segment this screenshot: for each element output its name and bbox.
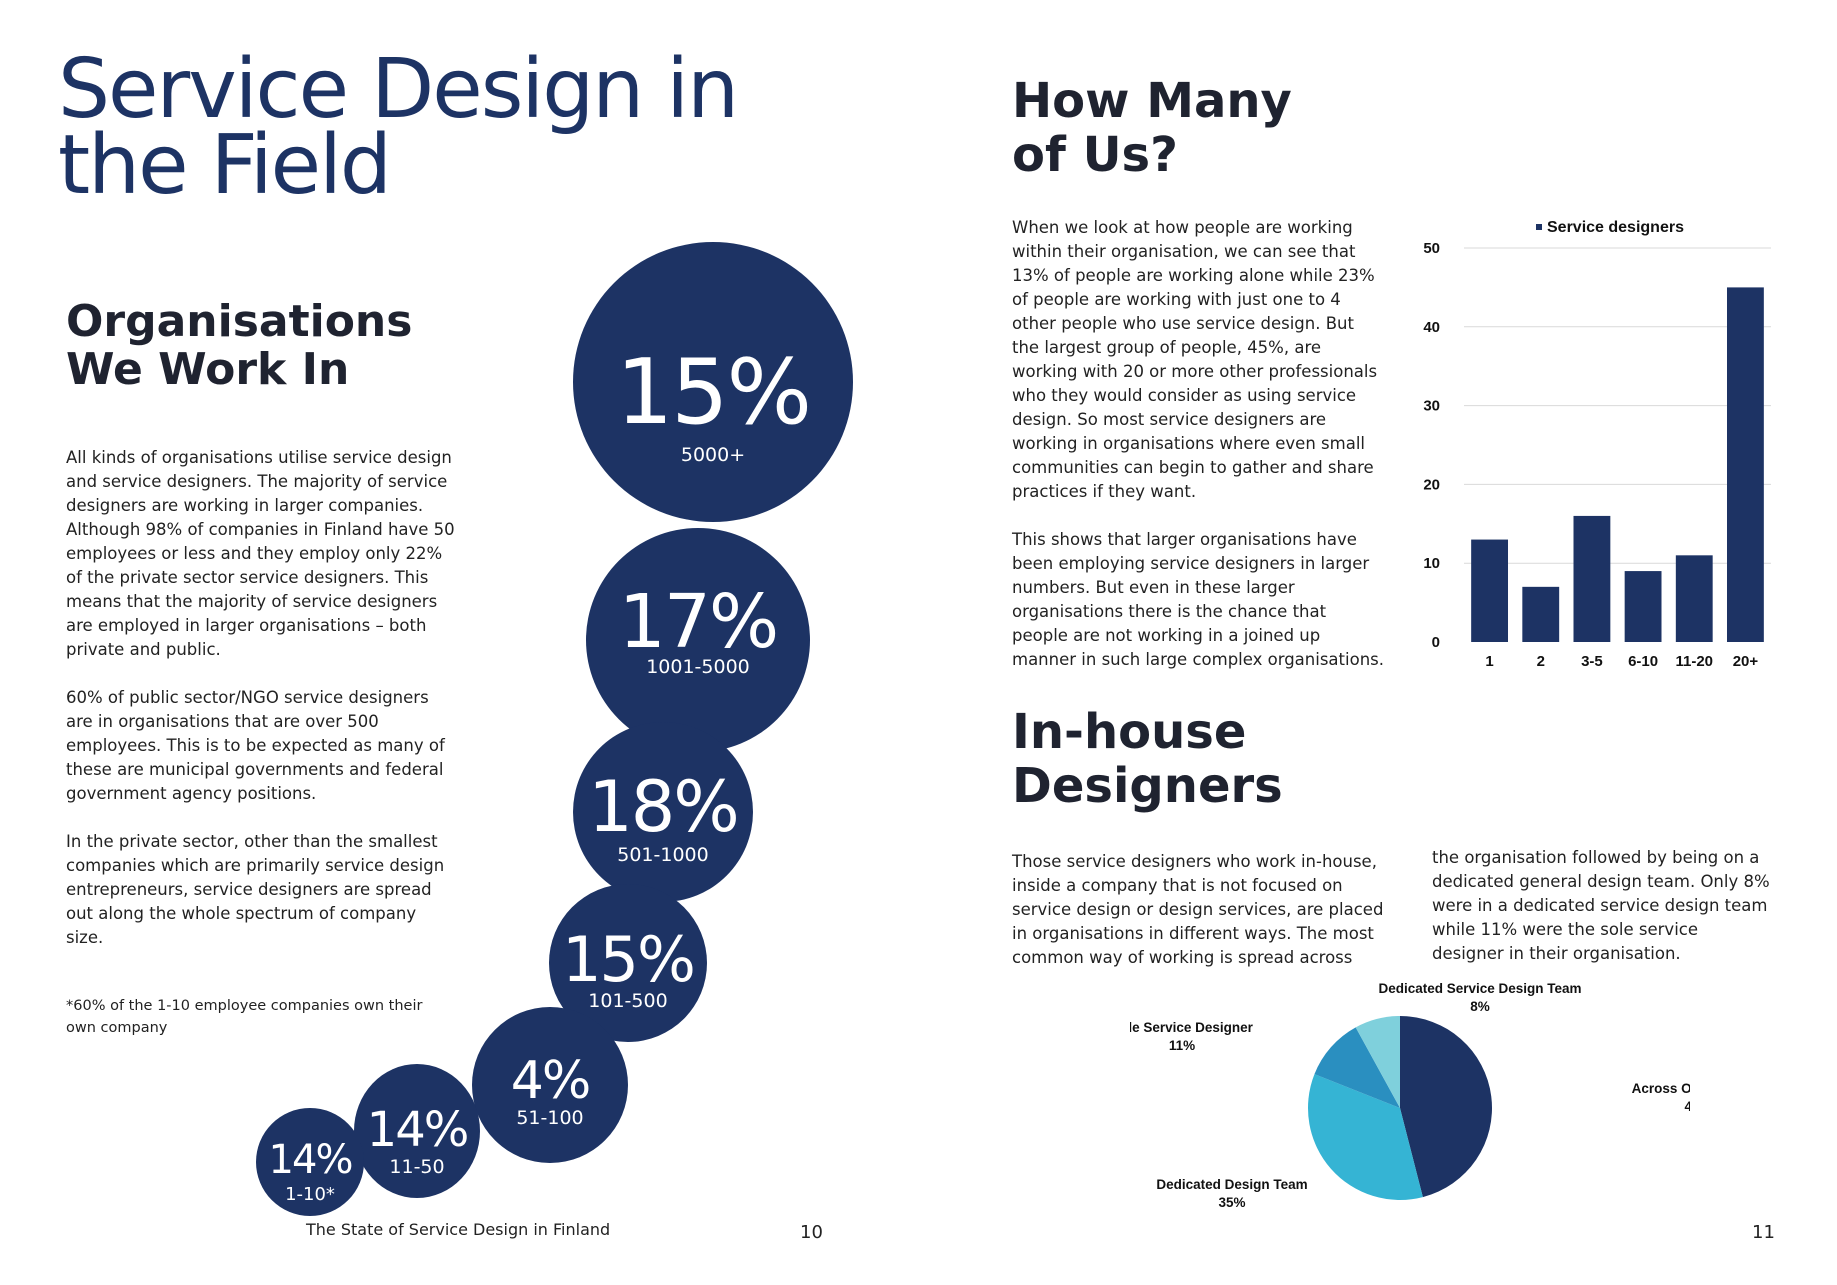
x-tick-label: 3-5 <box>1581 653 1603 670</box>
pie-slice <box>1355 1016 1400 1108</box>
in-house-body-col1: Those service designers who work in-hous… <box>1012 852 1384 967</box>
bubble-percent: 15% <box>562 923 696 996</box>
bubble-range: 1001-5000 <box>646 656 750 678</box>
section-title-in-house: In-house Designers <box>1012 704 1283 814</box>
bubble-range: 5000+ <box>680 444 746 466</box>
pie-value-label: 8% <box>1470 999 1490 1014</box>
pie-label: Across Organisation <box>1632 1081 1690 1096</box>
paragraph: This shows that larger organisations hav… <box>1012 530 1384 669</box>
pie-chart: Across Organisation 46% Dedicated Design T… <box>1130 981 1690 1210</box>
page-title: Service Design in the Field <box>58 42 739 213</box>
section-title-how-many: How Many of Us? <box>1012 73 1292 183</box>
bubble-1-10: 14% 1-10* <box>256 1108 364 1216</box>
footnote: *60% of the 1-10 employee companies own … <box>66 998 423 1036</box>
page-number-right: 11 <box>1752 1222 1775 1243</box>
y-tick-label: 50 <box>1423 240 1440 257</box>
legend-marker <box>1536 224 1542 230</box>
bubble-range: 1-10* <box>285 1184 335 1205</box>
in-house-body-col2: the organisation followed by being on a … <box>1432 848 1770 963</box>
bubble-percent: 14% <box>268 1137 354 1183</box>
bar <box>1573 515 1611 642</box>
how-many-body: When we look at how people are working w… <box>1012 216 1384 672</box>
bar <box>1471 539 1509 642</box>
pie-value-label: 46% <box>1684 1099 1690 1114</box>
x-tick-label: 6-10 <box>1628 653 1658 670</box>
pie-label: Dedicated Design Team <box>1156 1177 1307 1192</box>
paragraph: In the private sector, other than the sm… <box>66 832 445 947</box>
bubble-percent: 4% <box>510 1051 592 1111</box>
y-tick-label: 0 <box>1432 634 1440 651</box>
pie-label: Sole Service Designer <box>1130 1020 1254 1035</box>
y-tick-label: 40 <box>1423 319 1440 336</box>
bar <box>1675 555 1713 642</box>
bubble-51-100: 4% 51-100 <box>472 1007 628 1163</box>
x-tick-label: 11-20 <box>1675 653 1713 670</box>
bubble-5000-plus: 15% 5000+ <box>573 242 853 522</box>
bubble-range: 51-100 <box>516 1107 584 1129</box>
paragraph: When we look at how people are working w… <box>1012 218 1378 501</box>
bubble-percent: 17% <box>618 579 779 665</box>
y-tick-label: 30 <box>1423 398 1440 415</box>
page-number-left: 10 <box>800 1222 823 1243</box>
bubble-percent: 14% <box>366 1102 470 1158</box>
x-tick-label: 20+ <box>1733 653 1759 670</box>
bubble-501-1000: 18% 501-1000 <box>573 722 753 902</box>
pie-value-label: 11% <box>1169 1038 1195 1053</box>
pie-slice <box>1308 1074 1423 1200</box>
bar-chart: Service designers 0 10 20 30 40 50 1 2 3-5 6-10 11-… <box>1423 219 1771 670</box>
paragraph: All kinds of organisations utilise servi… <box>66 448 455 659</box>
bubble-range: 11-50 <box>389 1156 445 1178</box>
bubble-percent: 18% <box>588 766 740 848</box>
pie-slice <box>1400 1016 1492 1198</box>
bubble-percent: 15% <box>615 340 812 445</box>
bubble-range: 101-500 <box>588 990 668 1012</box>
bubble-11-50: 14% 11-50 <box>354 1064 480 1198</box>
section-title-organisations: Organisations We Work In <box>66 296 413 395</box>
legend-label: Service designers <box>1547 219 1684 236</box>
y-tick-label: 10 <box>1423 555 1440 572</box>
organisations-body: All kinds of organisations utilise servi… <box>66 446 456 950</box>
bar <box>1726 287 1764 642</box>
bubble-range: 501-1000 <box>617 844 709 866</box>
footer-title: The State of Service Design in Finland <box>306 1220 611 1239</box>
pie-value-label: 35% <box>1218 1195 1245 1210</box>
bar <box>1522 586 1560 642</box>
bar <box>1624 571 1662 642</box>
x-tick-label: 2 <box>1537 653 1545 670</box>
bubble-1001-5000: 17% 1001-5000 <box>586 528 810 752</box>
paragraph: 60% of public sector/NGO service designe… <box>66 688 445 803</box>
y-tick-label: 20 <box>1423 476 1440 493</box>
pie-label: Dedicated Service Design Team <box>1378 981 1581 996</box>
pie-slice <box>1314 1027 1400 1108</box>
x-tick-label: 1 <box>1485 653 1493 670</box>
